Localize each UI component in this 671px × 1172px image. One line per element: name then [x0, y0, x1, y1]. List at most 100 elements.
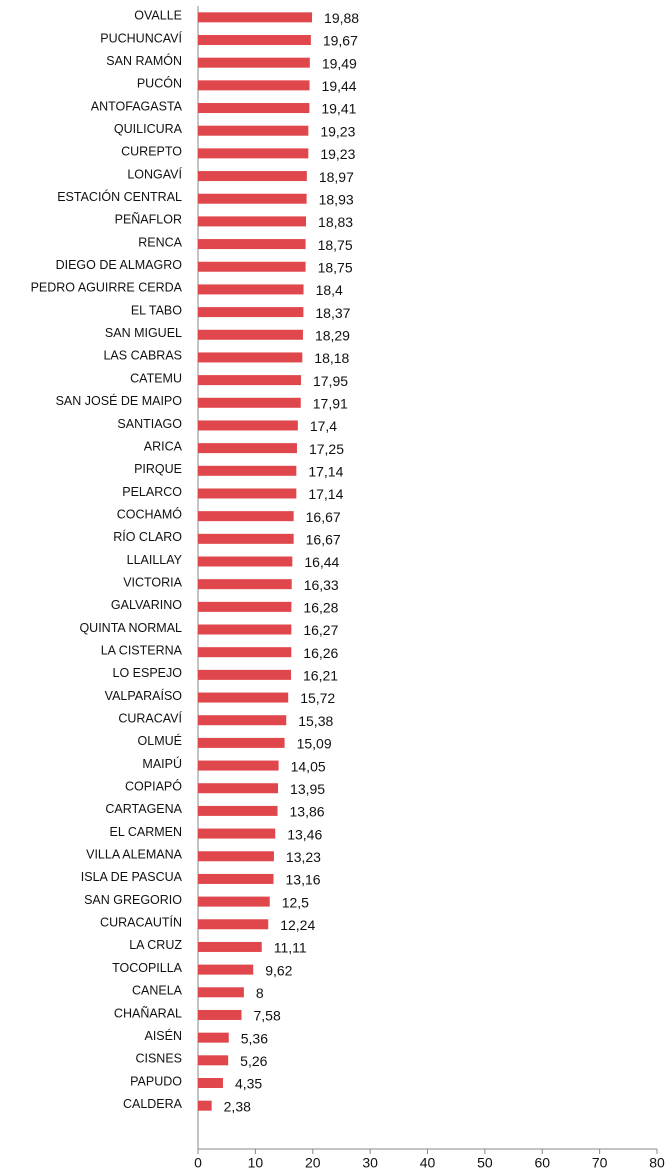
y-tick-label: CARTAGENA [105, 802, 182, 816]
value-label: 19,44 [322, 78, 357, 94]
value-label: 18,18 [314, 350, 349, 366]
bar [198, 987, 244, 998]
y-tick-label: COPIAPÓ [125, 779, 182, 794]
bar [198, 1009, 242, 1020]
bar [198, 103, 310, 114]
y-tick-label: VILLA ALEMANA [86, 848, 183, 862]
y-tick-label: LA CISTERNA [101, 643, 183, 657]
value-label: 17,14 [308, 486, 343, 502]
bar [198, 261, 306, 272]
y-tick-label: PUCHUNCAVÍ [100, 30, 182, 45]
y-tick-label: OVALLE [134, 9, 182, 23]
value-label: 19,41 [321, 101, 356, 117]
value-label: 9,62 [265, 962, 292, 978]
value-label: 16,33 [304, 577, 339, 593]
y-tick-label: EL CARMEN [110, 825, 182, 839]
x-tick-label: 70 [592, 1155, 608, 1171]
value-label: 19,49 [322, 55, 357, 71]
bar [198, 851, 274, 862]
value-label: 16,28 [303, 600, 338, 616]
y-tick-label: LA CRUZ [129, 938, 182, 952]
y-tick-label: LLAILLAY [127, 553, 183, 567]
bar [198, 148, 309, 159]
y-tick-label: LAS CABRAS [103, 349, 182, 363]
bar [198, 805, 278, 816]
value-label: 4,35 [235, 1076, 262, 1092]
value-label: 17,91 [313, 395, 348, 411]
bar [198, 329, 303, 340]
bar [198, 1032, 229, 1043]
x-tick-label: 60 [534, 1155, 550, 1171]
bar [198, 465, 297, 476]
value-label: 16,44 [304, 554, 339, 570]
value-label: 16,26 [303, 645, 338, 661]
x-tick-label: 50 [477, 1155, 493, 1171]
bar [198, 941, 262, 952]
bar [198, 80, 310, 91]
value-label: 11,11 [274, 940, 307, 956]
value-label: 18,83 [318, 214, 353, 230]
value-label: 18,29 [315, 327, 350, 343]
y-tick-label: CATEMU [130, 371, 182, 385]
x-tick-label: 0 [194, 1155, 202, 1171]
value-label: 16,21 [303, 668, 338, 684]
y-tick-label: PIRQUE [134, 462, 182, 476]
bar [198, 873, 274, 884]
value-label: 13,95 [290, 781, 325, 797]
bar [198, 964, 254, 975]
y-tick-label: TOCOPILLA [112, 961, 183, 975]
bar [198, 579, 292, 590]
bar [198, 284, 304, 295]
x-tick-label: 80 [649, 1155, 665, 1171]
value-label: 16,67 [306, 532, 341, 548]
bar [198, 511, 294, 522]
y-tick-label: CANELA [132, 984, 183, 998]
bar [198, 828, 276, 839]
value-label: 18,75 [318, 237, 353, 253]
bar [198, 896, 270, 907]
value-label: 17,14 [308, 464, 343, 480]
bar [198, 171, 307, 182]
x-tick-label: 10 [248, 1155, 264, 1171]
value-label: 18,97 [319, 169, 354, 185]
value-label: 19,23 [320, 146, 355, 162]
value-label: 19,23 [320, 123, 355, 139]
y-tick-label: RÍO CLARO [113, 529, 182, 544]
y-tick-label: CISNES [135, 1052, 182, 1066]
bar [198, 352, 303, 363]
y-tick-label: SANTIAGO [117, 417, 182, 431]
value-label: 16,67 [306, 509, 341, 525]
value-label: 13,46 [287, 826, 322, 842]
value-label: 15,09 [297, 736, 332, 752]
bar [198, 193, 307, 204]
value-label: 19,88 [324, 10, 359, 26]
bar [198, 783, 279, 794]
y-tick-label: GALVARINO [111, 598, 182, 612]
y-tick-label: RENCA [138, 235, 182, 249]
value-label: 18,75 [318, 259, 353, 275]
value-label: 2,38 [224, 1098, 251, 1114]
y-tick-label: SAN MIGUEL [105, 326, 182, 340]
y-tick-label: PUCÓN [137, 76, 182, 91]
value-label: 18,4 [316, 282, 343, 298]
bar [198, 1055, 229, 1066]
bar [198, 715, 287, 726]
bar [198, 216, 307, 227]
bar [198, 647, 292, 658]
y-tick-label: AISÉN [144, 1028, 182, 1043]
y-tick-label: ISLA DE PASCUA [81, 870, 183, 884]
value-label: 7,58 [253, 1008, 280, 1024]
bar [198, 624, 292, 635]
value-label: 15,38 [298, 713, 333, 729]
y-tick-label: QUINTA NORMAL [79, 621, 182, 635]
bar [198, 307, 304, 318]
y-tick-label: PAPUDO [130, 1074, 182, 1088]
bar [198, 760, 279, 771]
y-tick-label: EL TABO [131, 303, 182, 317]
y-tick-label: CUREPTO [121, 145, 182, 159]
y-tick-label: LONGAVÍ [127, 166, 182, 181]
value-label: 17,25 [309, 441, 344, 457]
value-label: 5,36 [241, 1030, 268, 1046]
value-label: 12,5 [282, 894, 309, 910]
value-label: 8 [256, 985, 264, 1001]
